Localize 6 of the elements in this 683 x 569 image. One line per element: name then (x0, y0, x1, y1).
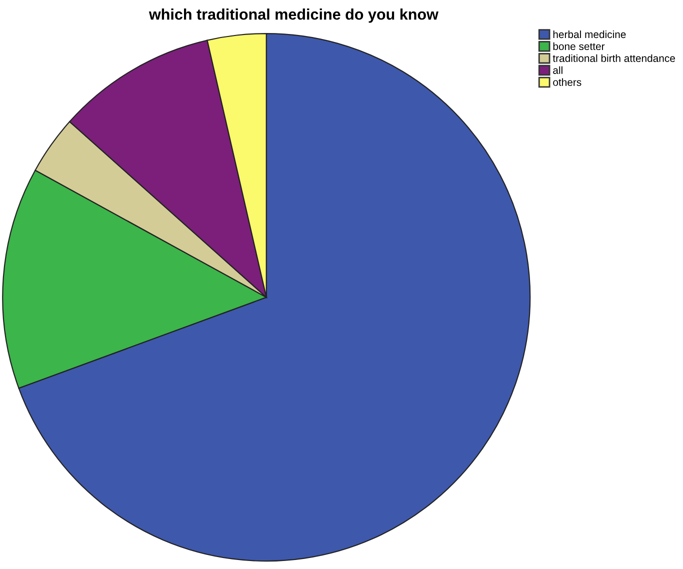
legend-label: bone setter (553, 42, 605, 50)
chart-title: which traditional medicine do you know (148, 8, 438, 23)
legend-label: all (553, 66, 562, 74)
legend-label: traditional birth attendance (552, 54, 675, 62)
legend-label: herbal medicine (553, 30, 626, 38)
legend-label: others (553, 78, 582, 86)
